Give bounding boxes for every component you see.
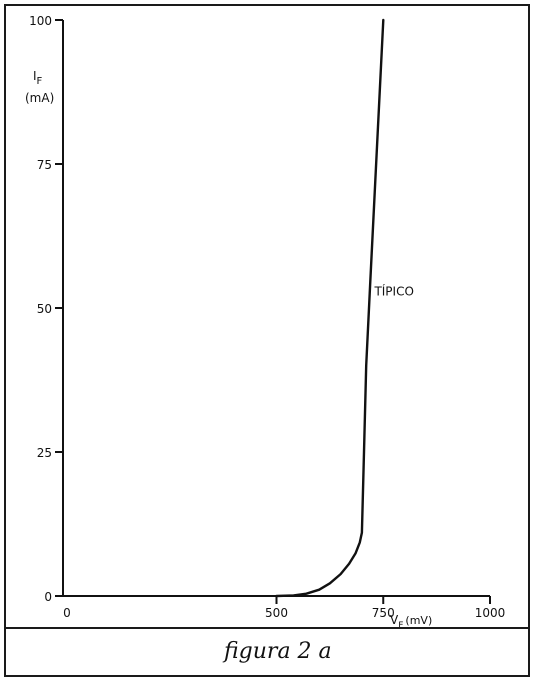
y-tick-label: 0: [44, 590, 52, 604]
y-tick-label: 75: [37, 158, 52, 172]
x-tick-label: 750: [372, 606, 395, 620]
x-tick-label: 500: [265, 606, 288, 620]
x-axis-label: VF (mV): [390, 613, 432, 631]
series-layer: [275, 18, 385, 598]
y-axis-unit: (mA): [25, 91, 54, 105]
y-axis-label: IF: [33, 69, 43, 87]
series-line: [275, 18, 385, 598]
labels-layer: TÍPICO IF (mA) VF (mV): [25, 69, 432, 631]
figure-caption: figura 2 a: [4, 627, 530, 677]
x-tick-label: 1000: [475, 606, 506, 620]
y-tick-label: 100: [29, 14, 52, 28]
y-tick-label: 50: [37, 302, 52, 316]
caption-text: figura 2 a: [224, 639, 332, 664]
y-tick-label: 25: [37, 446, 52, 460]
figure-frame: [4, 4, 530, 677]
x-tick-label: 0: [63, 606, 71, 620]
axes: [62, 20, 490, 597]
curve-annotation: TÍPICO: [373, 284, 413, 299]
